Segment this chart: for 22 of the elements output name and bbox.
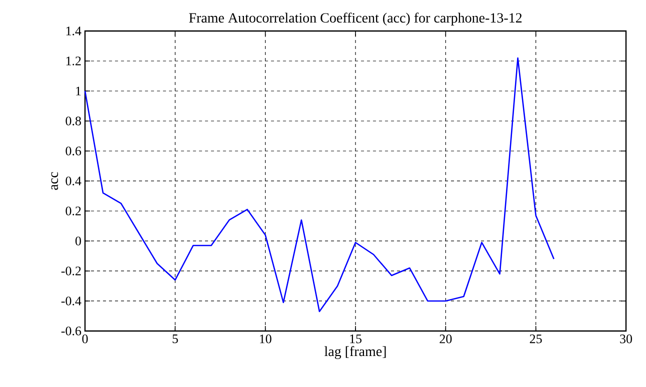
y-tick-label: -0.2 <box>61 266 81 276</box>
y-axis-title: acc <box>51 172 58 190</box>
line-series <box>84 57 555 312</box>
y-tick-label: 0.4 <box>66 176 82 186</box>
y-tick-label: 0.6 <box>66 146 82 156</box>
x-tick-label: 15 <box>350 334 362 344</box>
y-tick-label: -0.6 <box>61 326 82 336</box>
x-axis-title: lag [frame] <box>324 346 386 360</box>
chart-title: Frame Autocorrelation Coefficent (acc) for carphone-13-12 <box>189 12 522 26</box>
x-tick-label: 30 <box>620 334 632 344</box>
y-tick-label: 1.2 <box>66 56 81 66</box>
x-tick-label: 20 <box>440 334 452 344</box>
y-tick-label: 0 <box>75 236 81 246</box>
y-tick-label: 1.4 <box>66 26 82 36</box>
y-tick-label: -0.4 <box>61 296 82 306</box>
y-tick-label: 1 <box>76 86 81 96</box>
y-tick-label: 0.8 <box>66 116 81 126</box>
x-tick-label: 25 <box>530 334 542 344</box>
y-tick-label: 0.2 <box>66 206 81 216</box>
x-tick-label: 5 <box>172 334 178 344</box>
x-tick-label: 10 <box>260 334 272 344</box>
x-tick-label: 0 <box>82 334 88 344</box>
